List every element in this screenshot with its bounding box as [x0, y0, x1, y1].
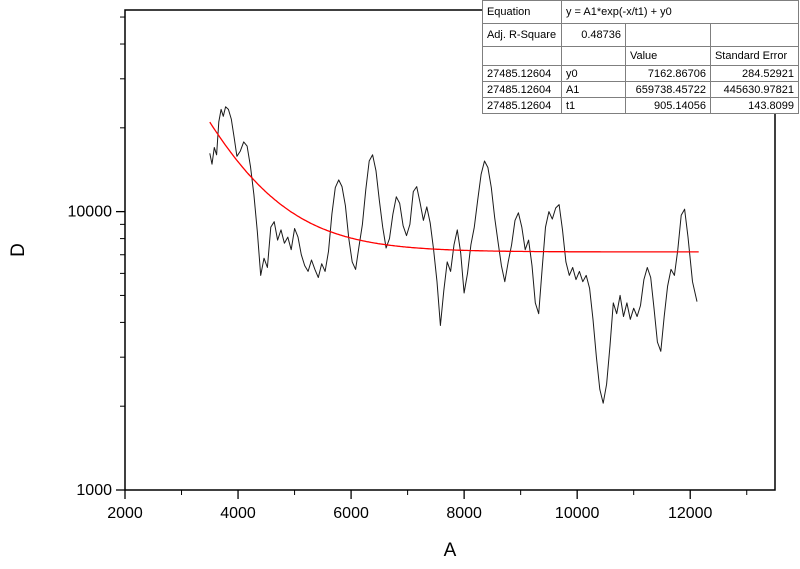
param-stderr: 143.8099 — [709, 97, 800, 114]
dataset-id: 27485.12604 — [481, 97, 562, 114]
rsquare-label: Adj. R-Square — [481, 23, 562, 47]
svg-text:2000: 2000 — [107, 505, 143, 522]
svg-text:4000: 4000 — [220, 505, 256, 522]
table-row-headers: Value Standard Error — [481, 46, 800, 66]
table-row-rsquare: Adj. R-Square 0.48736 — [481, 23, 800, 47]
svg-text:8000: 8000 — [446, 505, 482, 522]
param-name: y0 — [560, 65, 626, 82]
equation-value: y = A1*exp(-x/t1) + y0 — [560, 0, 800, 24]
rsquare-value: 0.48736 — [560, 23, 626, 47]
fit-results-table: Equation y = A1*exp(-x/t1) + y0 Adj. R-S… — [481, 0, 800, 114]
stderr-column-header: Standard Error — [709, 46, 800, 66]
table-row-a1: 27485.12604 A1 659738.45722 445630.97821 — [481, 81, 800, 98]
table-row-t1: 27485.12604 t1 905.14056 143.8099 — [481, 97, 800, 114]
svg-text:12000: 12000 — [668, 505, 713, 522]
svg-text:A: A — [444, 540, 457, 561]
param-stderr: 284.52921 — [709, 65, 800, 82]
param-name: t1 — [560, 97, 626, 114]
param-value: 7162.86706 — [624, 65, 711, 82]
dataset-id: 27485.12604 — [481, 81, 562, 98]
table-row-y0: 27485.12604 y0 7162.86706 284.52921 — [481, 65, 800, 82]
table-row-equation: Equation y = A1*exp(-x/t1) + y0 — [481, 0, 800, 24]
param-value: 659738.45722 — [624, 81, 711, 98]
param-name: A1 — [560, 81, 626, 98]
param-stderr: 445630.97821 — [709, 81, 800, 98]
svg-text:10000: 10000 — [68, 204, 113, 221]
svg-text:1000: 1000 — [76, 482, 112, 499]
svg-text:10000: 10000 — [555, 505, 600, 522]
equation-label: Equation — [481, 0, 562, 24]
value-column-header: Value — [624, 46, 711, 66]
svg-text:D: D — [8, 243, 29, 257]
param-value: 905.14056 — [624, 97, 711, 114]
dataset-id: 27485.12604 — [481, 65, 562, 82]
svg-text:6000: 6000 — [333, 505, 369, 522]
